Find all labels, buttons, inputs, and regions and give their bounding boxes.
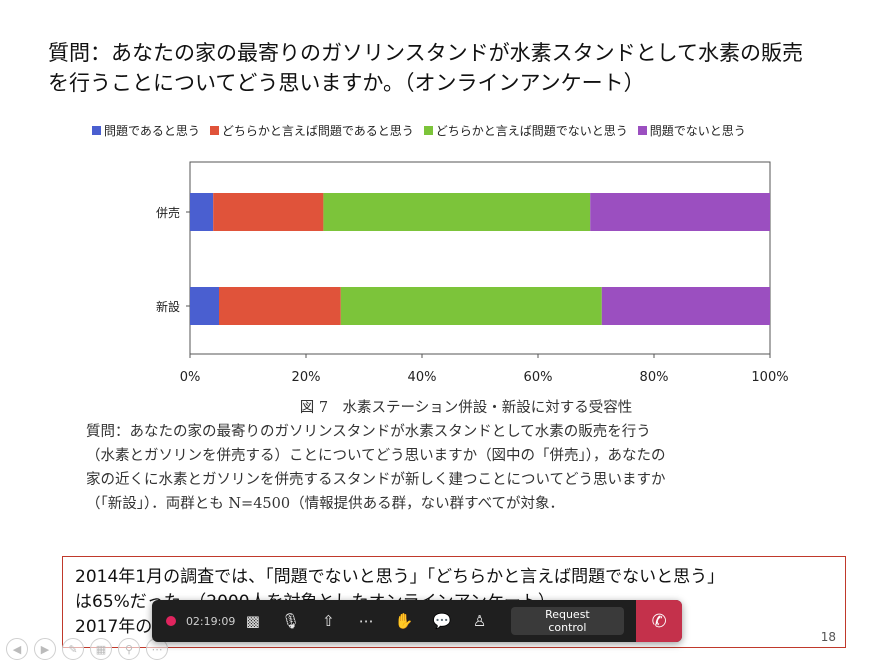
meeting-toolbar: 02:19:09 ▩ 🎙 ⇧ ⋯ ✋ 💬 ♙ Request control ✆ bbox=[152, 600, 683, 642]
legend-label-0: 問題であると思う bbox=[104, 123, 200, 138]
bar-0-1 bbox=[213, 193, 324, 231]
prev-slide-icon[interactable]: ◀ bbox=[6, 638, 28, 660]
bar-1-0 bbox=[190, 287, 219, 325]
bar-1-2 bbox=[340, 287, 602, 325]
legend-swatch-1 bbox=[209, 125, 219, 135]
x-tick-label-1: 20% bbox=[292, 370, 321, 385]
hang-up-icon[interactable]: ✆ bbox=[636, 600, 683, 642]
legend-item-3: 問題でないと思う bbox=[637, 122, 746, 139]
slide-title-line2: を行うことについてどう思いますか。（オンラインアンケート） bbox=[48, 71, 645, 95]
bar-0-3 bbox=[590, 193, 770, 231]
chart-legend: 問題であると思う どちらかと言えば問題であると思う どちらかと言えば問題でないと思う… bbox=[92, 120, 746, 140]
mic-off-icon[interactable]: 🎙 bbox=[281, 612, 301, 630]
x-tick-label-0: 0% bbox=[180, 370, 201, 385]
zoom-icon[interactable]: ⚲ bbox=[118, 638, 140, 660]
x-tick-label-3: 60% bbox=[524, 370, 553, 385]
x-tick-label-4: 80% bbox=[640, 370, 669, 385]
page-number: 18 bbox=[820, 630, 836, 644]
plot-frame bbox=[189, 161, 771, 355]
chat-icon[interactable]: 💬 bbox=[432, 612, 452, 630]
recording-timer: 02:19:09 bbox=[185, 614, 236, 628]
x-tick-label-5: 100% bbox=[751, 370, 788, 385]
legend-label-3: 問題でないと思う bbox=[649, 123, 746, 138]
note-line-1: 2014年1月の調査では、「問題でないと思う」「どちらかと言えば問題でないと思う… bbox=[75, 567, 725, 587]
more-options-icon[interactable]: ⋯ bbox=[146, 638, 168, 660]
caption-line-3: 家の近くに水素とガソリンを併売するスタンドが新しく建つことについてどう思いますか bbox=[86, 472, 666, 488]
category-label-0: 併売 bbox=[156, 205, 180, 220]
camera-off-icon[interactable]: ▩ bbox=[245, 612, 260, 630]
request-control-button[interactable]: Request control bbox=[510, 607, 625, 635]
legend-item-1: どちらかと言えば問題であると思う bbox=[209, 122, 414, 139]
bar-0-0 bbox=[190, 193, 214, 231]
participants-icon[interactable]: ♙ bbox=[472, 612, 487, 630]
bar-1-3 bbox=[601, 287, 770, 325]
legend-label-2: どちらかと言えば問題でないと思う bbox=[435, 123, 628, 138]
more-icon[interactable]: ⋯ bbox=[358, 612, 374, 630]
legend-swatch-2 bbox=[423, 125, 433, 135]
caption-line-2: （水素とガソリンを併売する）ことについてどう思いますか（図中の「併売」），あなた… bbox=[86, 448, 666, 464]
bar-0-2 bbox=[323, 193, 591, 231]
recording-icon bbox=[166, 616, 176, 626]
legend-swatch-0 bbox=[92, 125, 101, 135]
raise-hand-icon[interactable]: ✋ bbox=[394, 612, 414, 630]
legend-item-2: どちらかと言えば問題でないと思う bbox=[423, 122, 628, 139]
caption-title: 図 7 水素ステーション併設・新設に対する受容性 bbox=[299, 400, 633, 416]
next-slide-icon[interactable]: ▶ bbox=[34, 638, 56, 660]
category-label-1: 新設 bbox=[156, 299, 180, 314]
legend-swatch-3 bbox=[637, 125, 647, 135]
caption-line-1: 質問：あなたの家の最寄りのガソリンスタンドが水素スタンドとして水素の販売を行う bbox=[86, 424, 651, 440]
legend-label-1: どちらかと言えば問題であると思う bbox=[221, 123, 414, 138]
x-tick-label-2: 40% bbox=[408, 370, 437, 385]
bar-1-1 bbox=[219, 287, 341, 325]
legend-item-0: 問題であると思う bbox=[92, 122, 200, 139]
grid-view-icon[interactable]: ▦ bbox=[90, 638, 112, 660]
share-icon[interactable]: ⇧ bbox=[322, 612, 335, 630]
pen-icon[interactable]: ✎ bbox=[62, 638, 84, 660]
slide-title-line1: 質問：あなたの家の最寄りのガソリンスタンドが水素スタンドとして水素の販売 bbox=[48, 41, 803, 65]
caption-line-4: （「新設」）．両群とも N=4500（情報提供ある群，ない群すべてが対象． bbox=[86, 496, 564, 512]
slide-title: 質問：あなたの家の最寄りのガソリンスタンドが水素スタンドとして水素の販売 を行う… bbox=[48, 38, 868, 98]
figure-caption: 図 7 水素ステーション併設・新設に対する受容性 質問：あなたの家の最寄りのガソ… bbox=[86, 396, 846, 516]
slide-nav: ◀ ▶ ✎ ▦ ⚲ ⋯ bbox=[6, 638, 168, 660]
